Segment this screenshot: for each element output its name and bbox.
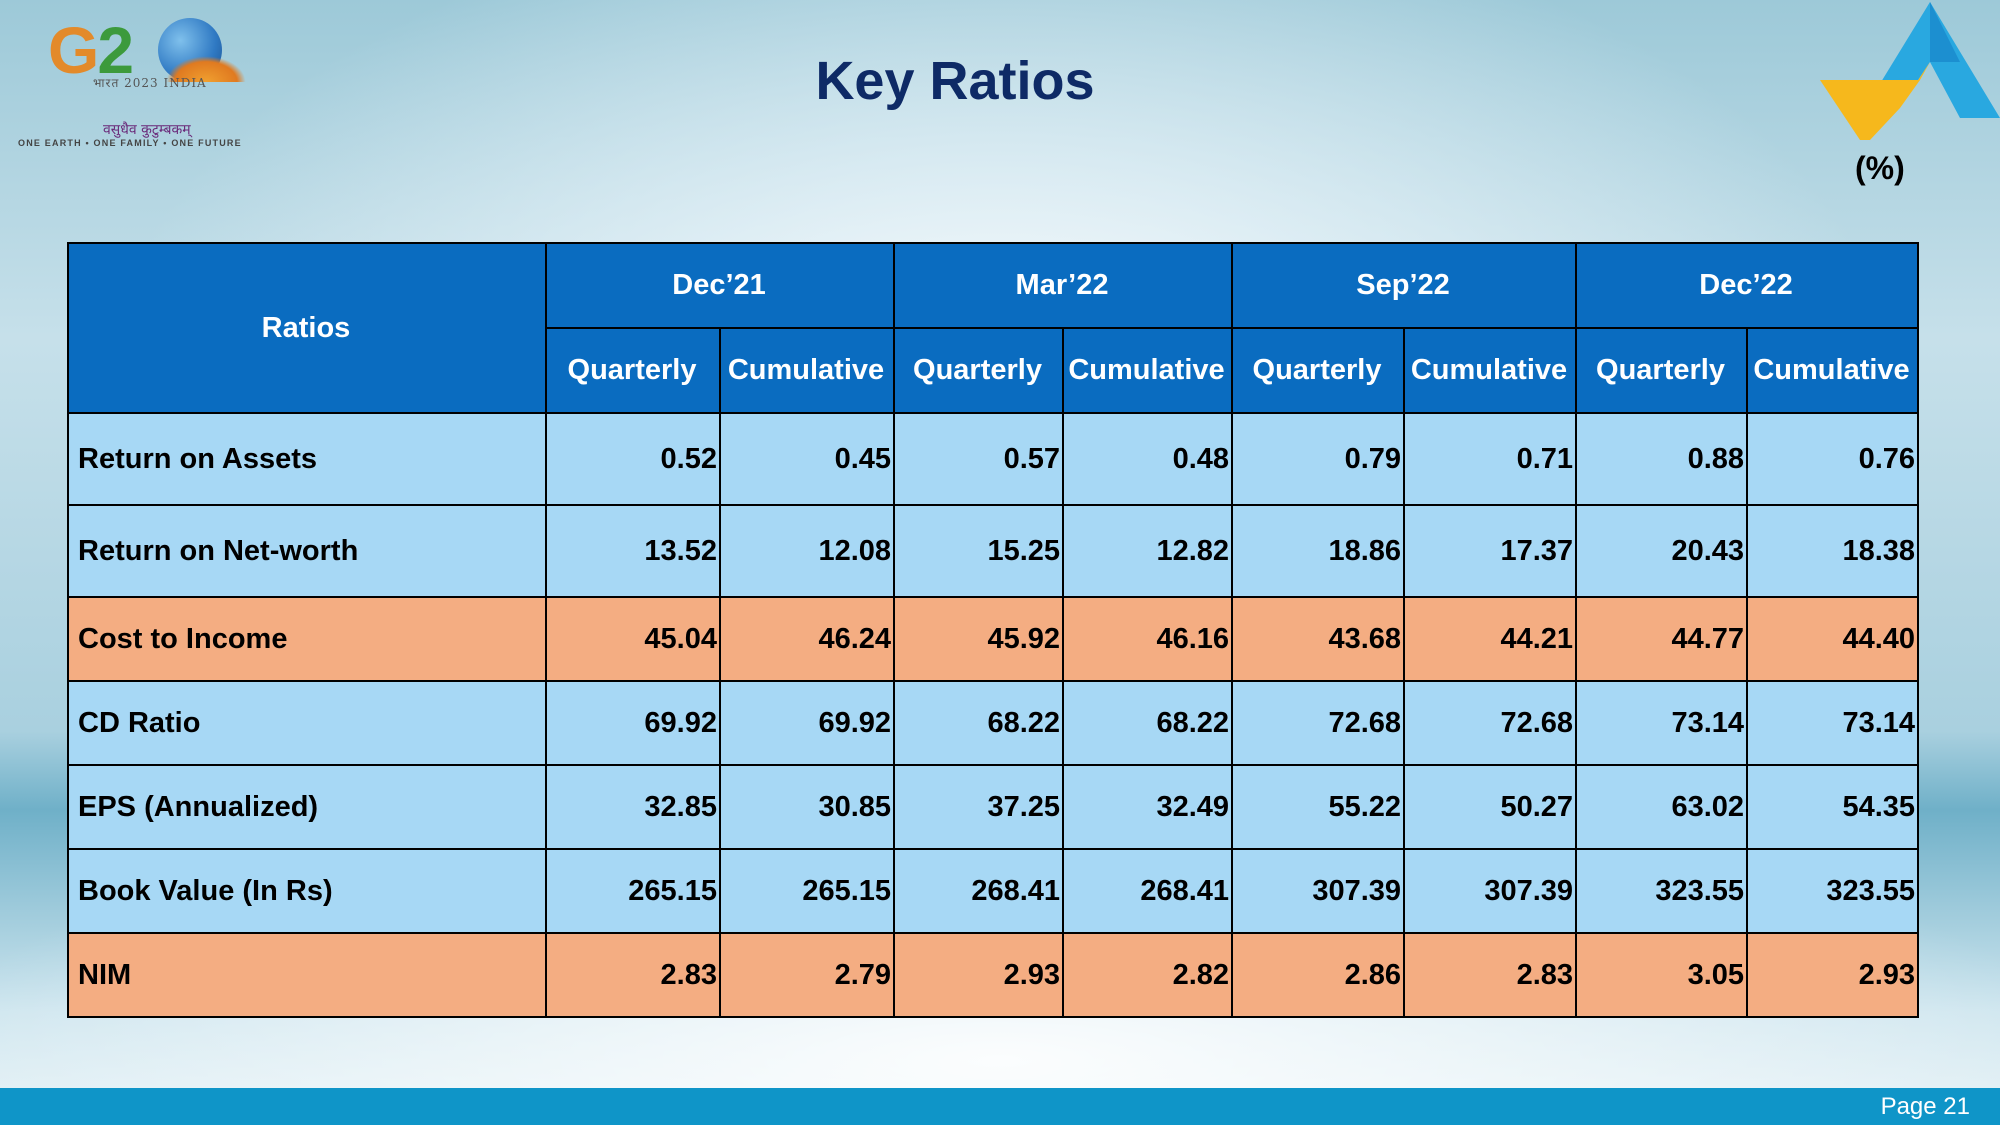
table-cell: 63.02: [1575, 764, 1749, 850]
table-cell: 0.57: [893, 412, 1065, 506]
row-label: Cost to Income: [67, 596, 547, 682]
table-cell: 2.93: [1746, 932, 1920, 1018]
page-title: Key Ratios: [815, 51, 1095, 111]
table-cell: 0.71: [1403, 412, 1578, 506]
table-cell: 55.22: [1231, 764, 1406, 850]
table-cell: 13.52: [545, 504, 721, 598]
table-cell: 265.15: [545, 848, 721, 934]
table-cell: 32.49: [1062, 764, 1234, 850]
sub-header: Cumulative: [1746, 327, 1920, 414]
header-row-periods: Ratios Dec’21 Mar’22 Sep’22 Dec’22: [67, 242, 1920, 414]
table-cell: 2.83: [545, 932, 721, 1018]
table-cell: 69.92: [718, 680, 896, 766]
key-ratios-table: Ratios Dec’21 Mar’22 Sep’22 Dec’22 Quart…: [67, 242, 1920, 1018]
table-cell: 307.39: [1231, 848, 1406, 934]
footer-bar: Page 21: [0, 1088, 2000, 1125]
table-cell: 12.82: [1062, 504, 1234, 598]
table-cell: 44.40: [1746, 596, 1920, 682]
row-label: Return on Assets: [67, 412, 547, 506]
table-cell: 0.52: [545, 412, 721, 506]
bank-logo-icon: [1820, 2, 2000, 140]
table-cell: 44.77: [1575, 596, 1749, 682]
table-cell: 18.86: [1231, 504, 1406, 598]
table-cell: 2.83: [1403, 932, 1578, 1018]
table-cell: 32.85: [545, 764, 721, 850]
table-cell: 73.14: [1746, 680, 1920, 766]
table-row: CD Ratio 69.92 69.92 68.22 68.22 72.68 7…: [67, 680, 1920, 766]
sub-header: Quarterly: [1575, 327, 1749, 414]
sub-header: Quarterly: [893, 327, 1065, 414]
table-cell: 17.37: [1403, 504, 1578, 598]
g20-logo: G2 भारत 2023 INDIA वसुधैव कुटुम्बकम् ONE…: [18, 12, 268, 152]
period-header: Dec’22: [1575, 242, 1920, 329]
unit-label: (%): [1855, 150, 1905, 186]
lotus-icon: [166, 56, 246, 82]
table-cell: 307.39: [1403, 848, 1578, 934]
sub-header: Cumulative: [718, 327, 896, 414]
table-row: Return on Net-worth 13.52 12.08 15.25 12…: [67, 504, 1920, 598]
sub-header: Cumulative: [1403, 327, 1578, 414]
table-cell: 2.93: [893, 932, 1065, 1018]
table-cell: 30.85: [718, 764, 896, 850]
g20-motto: वसुधैव कुटुम्बकम्: [103, 122, 191, 138]
table-cell: 15.25: [893, 504, 1065, 598]
table-row: Book Value (In Rs) 265.15 265.15 268.41 …: [67, 848, 1920, 934]
table-cell: 45.04: [545, 596, 721, 682]
table-cell: 68.22: [893, 680, 1065, 766]
table-row: EPS (Annualized) 32.85 30.85 37.25 32.49…: [67, 764, 1920, 850]
table-cell: 73.14: [1575, 680, 1749, 766]
table-cell: 46.16: [1062, 596, 1234, 682]
table-cell: 69.92: [545, 680, 721, 766]
table-cell: 0.88: [1575, 412, 1749, 506]
table-row: Cost to Income 45.04 46.24 45.92 46.16 4…: [67, 596, 1920, 682]
header-row-subperiods: Quarterly Cumulative Quarterly Cumulativ…: [68, 327, 1920, 414]
table-cell: 3.05: [1575, 932, 1749, 1018]
table-cell: 2.79: [718, 932, 896, 1018]
period-header: Dec’21: [544, 242, 896, 329]
table-row: Return on Assets 0.52 0.45 0.57 0.48 0.7…: [67, 412, 1920, 506]
sub-header: Quarterly: [1231, 327, 1406, 414]
period-header: Mar’22: [893, 242, 1234, 329]
row-label: Return on Net-worth: [67, 504, 547, 598]
table-cell: 18.38: [1746, 504, 1920, 598]
table-cell: 43.68: [1231, 596, 1406, 682]
table-cell: 2.86: [1231, 932, 1406, 1018]
table-cell: 323.55: [1575, 848, 1749, 934]
table-cell: 72.68: [1231, 680, 1406, 766]
sub-header: Cumulative: [1062, 327, 1234, 414]
table-cell: 68.22: [1062, 680, 1234, 766]
table-cell: 268.41: [1062, 848, 1234, 934]
table-cell: 46.24: [718, 596, 896, 682]
row-label: CD Ratio: [67, 680, 547, 766]
table-cell: 268.41: [893, 848, 1065, 934]
table-cell: 44.21: [1403, 596, 1578, 682]
g20-tagline: ONE EARTH • ONE FAMILY • ONE FUTURE: [18, 138, 242, 148]
sub-header: Quarterly: [545, 327, 721, 414]
table-cell: 265.15: [718, 848, 896, 934]
table-cell: 45.92: [893, 596, 1065, 682]
table-cell: 2.82: [1062, 932, 1234, 1018]
period-header: Sep’22: [1231, 242, 1578, 329]
ratios-column-header: Ratios: [67, 242, 547, 414]
row-label: EPS (Annualized): [67, 764, 547, 850]
g20-subtitle: भारत 2023 INDIA: [93, 76, 207, 90]
table-cell: 20.43: [1575, 504, 1749, 598]
table-cell: 72.68: [1403, 680, 1578, 766]
table-cell: 54.35: [1746, 764, 1920, 850]
row-label: Book Value (In Rs): [67, 848, 547, 934]
table-cell: 0.76: [1746, 412, 1920, 506]
table-cell: 12.08: [718, 504, 896, 598]
table-cell: 0.45: [718, 412, 896, 506]
row-label: NIM: [67, 932, 547, 1018]
table-cell: 37.25: [893, 764, 1065, 850]
table-cell: 0.79: [1231, 412, 1406, 506]
table-cell: 50.27: [1403, 764, 1578, 850]
table-cell: 0.48: [1062, 412, 1234, 506]
table-row: NIM 2.83 2.79 2.93 2.82 2.86 2.83 3.05 2…: [67, 932, 1920, 1018]
table-cell: 323.55: [1746, 848, 1920, 934]
g20-mark: G2: [48, 13, 134, 87]
page-number: Page 21: [1880, 1093, 1970, 1120]
